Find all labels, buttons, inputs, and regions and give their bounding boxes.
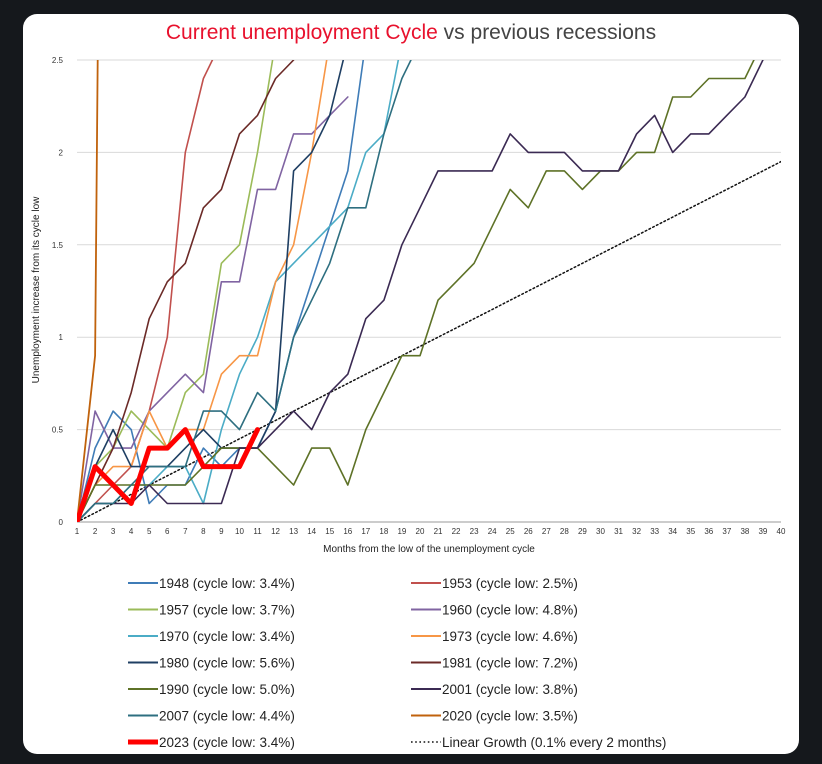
series-line [77,60,295,522]
x-tick-label: 15 [325,527,334,536]
x-tick-label: 5 [147,527,152,536]
legend-label: 2007 (cycle low: 4.4%) [159,709,295,724]
series-line [77,60,764,522]
x-tick-label: 11 [253,527,262,536]
x-tick-label: 17 [361,527,370,536]
x-tick-label: 36 [704,527,713,536]
series-line [77,60,274,522]
x-tick-label: 22 [452,527,461,536]
x-tick-label: 38 [740,527,749,536]
grid [77,59,781,523]
series-line [77,60,345,522]
chart-title: Current unemployment Cycle vs previous r… [166,21,656,44]
y-axis-label: Unemployment increase from its cycle low [31,196,42,384]
legend: 1948 (cycle low: 3.4%) 1953 (cycle low: 2… [128,576,666,750]
legend-label: 1990 (cycle low: 5.0%) [159,682,295,697]
y-tick-label: 1.5 [52,241,64,250]
legend-label: Linear Growth (0.1% every 2 months) [442,735,666,750]
x-tick-label: 37 [722,527,731,536]
series-line [77,160,781,522]
x-tick-label: 7 [183,527,188,536]
chart-canvas: Current unemployment Cycle vs previous r… [31,21,786,750]
x-tick-label: 1 [75,527,80,536]
legend-label: 1953 (cycle low: 2.5%) [442,576,578,591]
legend-label: 1981 (cycle low: 7.2%) [442,656,578,671]
x-tick-label: 31 [614,527,623,536]
x-tick-label: 33 [650,527,659,536]
chart-title-highlight: Current unemployment Cycle [166,21,438,44]
legend-label: 2023 (cycle low: 3.4%) [159,735,295,750]
x-tick-label: 9 [219,527,224,536]
chart-title-rest: vs previous recessions [438,21,656,44]
x-tick-label: 6 [165,527,170,536]
x-tick-label: 23 [470,527,479,536]
x-tick-label: 18 [379,527,388,536]
series-line [77,60,755,522]
x-tick-label: 8 [201,527,206,536]
legend-label: 1980 (cycle low: 5.6%) [159,656,295,671]
legend-label: 1973 (cycle low: 4.6%) [442,629,578,644]
x-axis-label: Months from the low of the unemployment … [323,544,535,555]
x-tick-label: 21 [434,527,443,536]
y-tick-label: 2.5 [52,56,64,65]
x-tick-label: 32 [632,527,641,536]
x-tick-label: 13 [289,527,298,536]
axes: 00.511.522.51 2 3 4 5 6 7 8 9 10 11 12 13 14 15 16 17 18 1… [52,56,786,536]
x-tick-label: 34 [668,527,677,536]
x-tick-label: 29 [578,527,587,536]
legend-label: 1957 (cycle low: 3.7%) [159,603,295,618]
series-lines [77,60,781,522]
x-tick-label: 26 [524,527,533,536]
legend-label: 1960 (cycle low: 4.8%) [442,603,578,618]
legend-label: 1948 (cycle low: 3.4%) [159,576,295,591]
series-line [77,60,99,522]
x-tick-label: 39 [758,527,767,536]
y-tick-label: 0.5 [52,426,64,435]
x-tick-label: 20 [416,527,425,536]
x-tick-label: 27 [542,527,551,536]
x-tick-label: 2 [93,527,98,536]
y-tick-label: 0 [59,518,64,527]
legend-label: 2001 (cycle low: 3.8%) [442,682,578,697]
x-tick-label: 30 [596,527,605,536]
y-tick-label: 1 [59,333,64,342]
x-tick-label: 10 [235,527,244,536]
x-tick-label: 24 [488,527,497,536]
x-tick-label: 35 [686,527,695,536]
series-line [77,60,412,522]
x-tick-label: 25 [506,527,515,536]
x-tick-label: 19 [397,527,406,536]
x-tick-label: 40 [777,527,786,536]
x-tick-label: 4 [129,527,134,536]
x-tick-label: 3 [111,527,116,536]
chart-card: Current unemployment Cycle vs previous r… [23,14,799,754]
x-tick-label: 14 [307,527,316,536]
x-tick-label: 12 [271,527,280,536]
series-line [77,427,260,522]
y-tick-label: 2 [59,148,64,157]
x-tick-label: 28 [560,527,569,536]
x-tick-label: 16 [343,527,352,536]
legend-label: 2020 (cycle low: 3.5%) [442,709,578,724]
legend-label: 1970 (cycle low: 3.4%) [159,629,295,644]
